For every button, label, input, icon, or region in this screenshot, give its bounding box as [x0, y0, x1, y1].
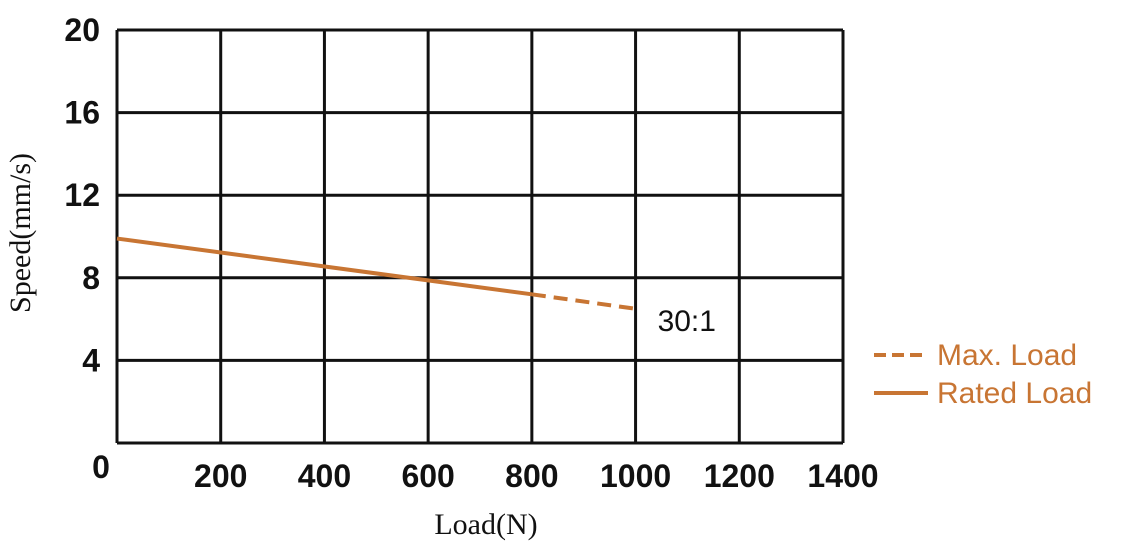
- x-tick-label: 0: [92, 449, 110, 485]
- x-tick-label: 800: [505, 458, 558, 494]
- series-line-max-load: [531, 292, 636, 311]
- ratio-annotation: 30:1: [658, 305, 716, 338]
- legend-label: Rated Load: [937, 377, 1092, 410]
- x-tick-labels: 0 200 400 600 800 1000 1200 1400: [92, 449, 878, 494]
- x-tick-label: 600: [401, 458, 454, 494]
- x-tick-label: 200: [194, 458, 247, 494]
- annotations: 30:1: [658, 305, 716, 338]
- x-tick-label: 1200: [704, 458, 775, 494]
- legend: Max. Load Rated Load: [874, 339, 1092, 410]
- y-tick-label: 12: [64, 177, 100, 213]
- grid: [115, 28, 845, 445]
- x-tick-label: 1000: [600, 458, 671, 494]
- y-tick-label: 4: [82, 342, 100, 378]
- x-tick-label: 400: [298, 458, 351, 494]
- y-tick-label: 16: [64, 95, 100, 131]
- x-axis-label: Load(N): [434, 508, 537, 541]
- y-tick-label: 8: [82, 260, 100, 296]
- y-tick-labels: 4 8 12 16 20: [64, 12, 100, 378]
- series-line-rated-load: [116, 236, 533, 297]
- series-lines: [116, 236, 636, 311]
- x-tick-label: 1400: [807, 458, 878, 494]
- y-tick-label: 20: [64, 12, 100, 48]
- y-axis-label: Speed(mm/s): [4, 153, 37, 313]
- legend-label: Max. Load: [937, 339, 1077, 372]
